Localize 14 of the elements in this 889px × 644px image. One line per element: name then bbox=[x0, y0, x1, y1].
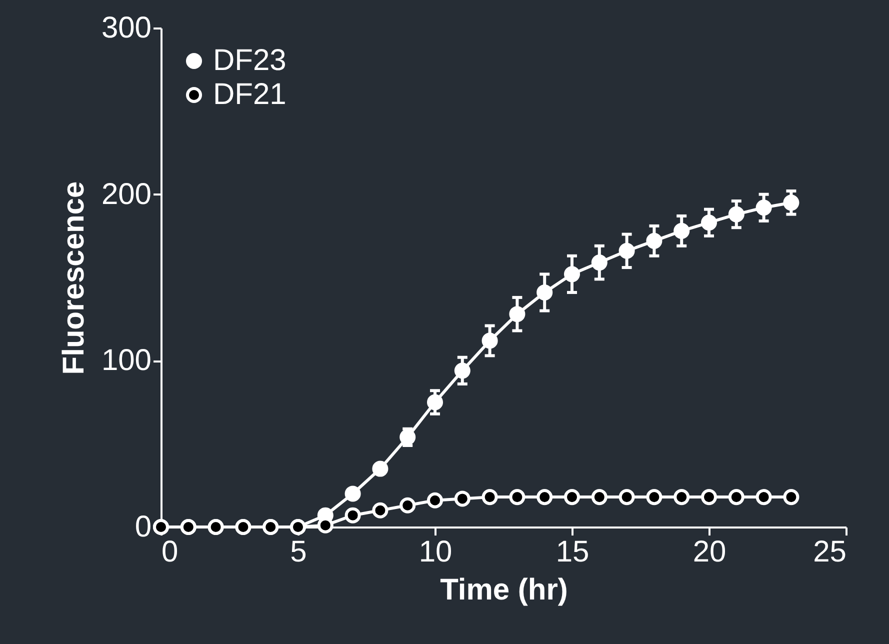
x-tick-label: 10 bbox=[418, 536, 452, 568]
y-tick-label: 200 bbox=[101, 178, 152, 211]
x-axis-title: Time (hr) bbox=[440, 574, 568, 606]
x-tick-label: 20 bbox=[692, 536, 726, 568]
legend-label: DF21 bbox=[213, 78, 286, 111]
x-tick-label: 0 bbox=[162, 536, 178, 568]
legend-label: DF23 bbox=[213, 44, 286, 77]
x-tick-label: 25 bbox=[813, 536, 846, 568]
x-tick-label: 15 bbox=[556, 536, 590, 568]
y-axis-title: Fluorescence bbox=[57, 181, 90, 375]
y-tick-label: 0 bbox=[134, 510, 152, 544]
y-tick-label: 100 bbox=[101, 344, 152, 378]
y-tick-label: 300 bbox=[101, 12, 152, 44]
x-tick-label: 5 bbox=[290, 536, 307, 568]
